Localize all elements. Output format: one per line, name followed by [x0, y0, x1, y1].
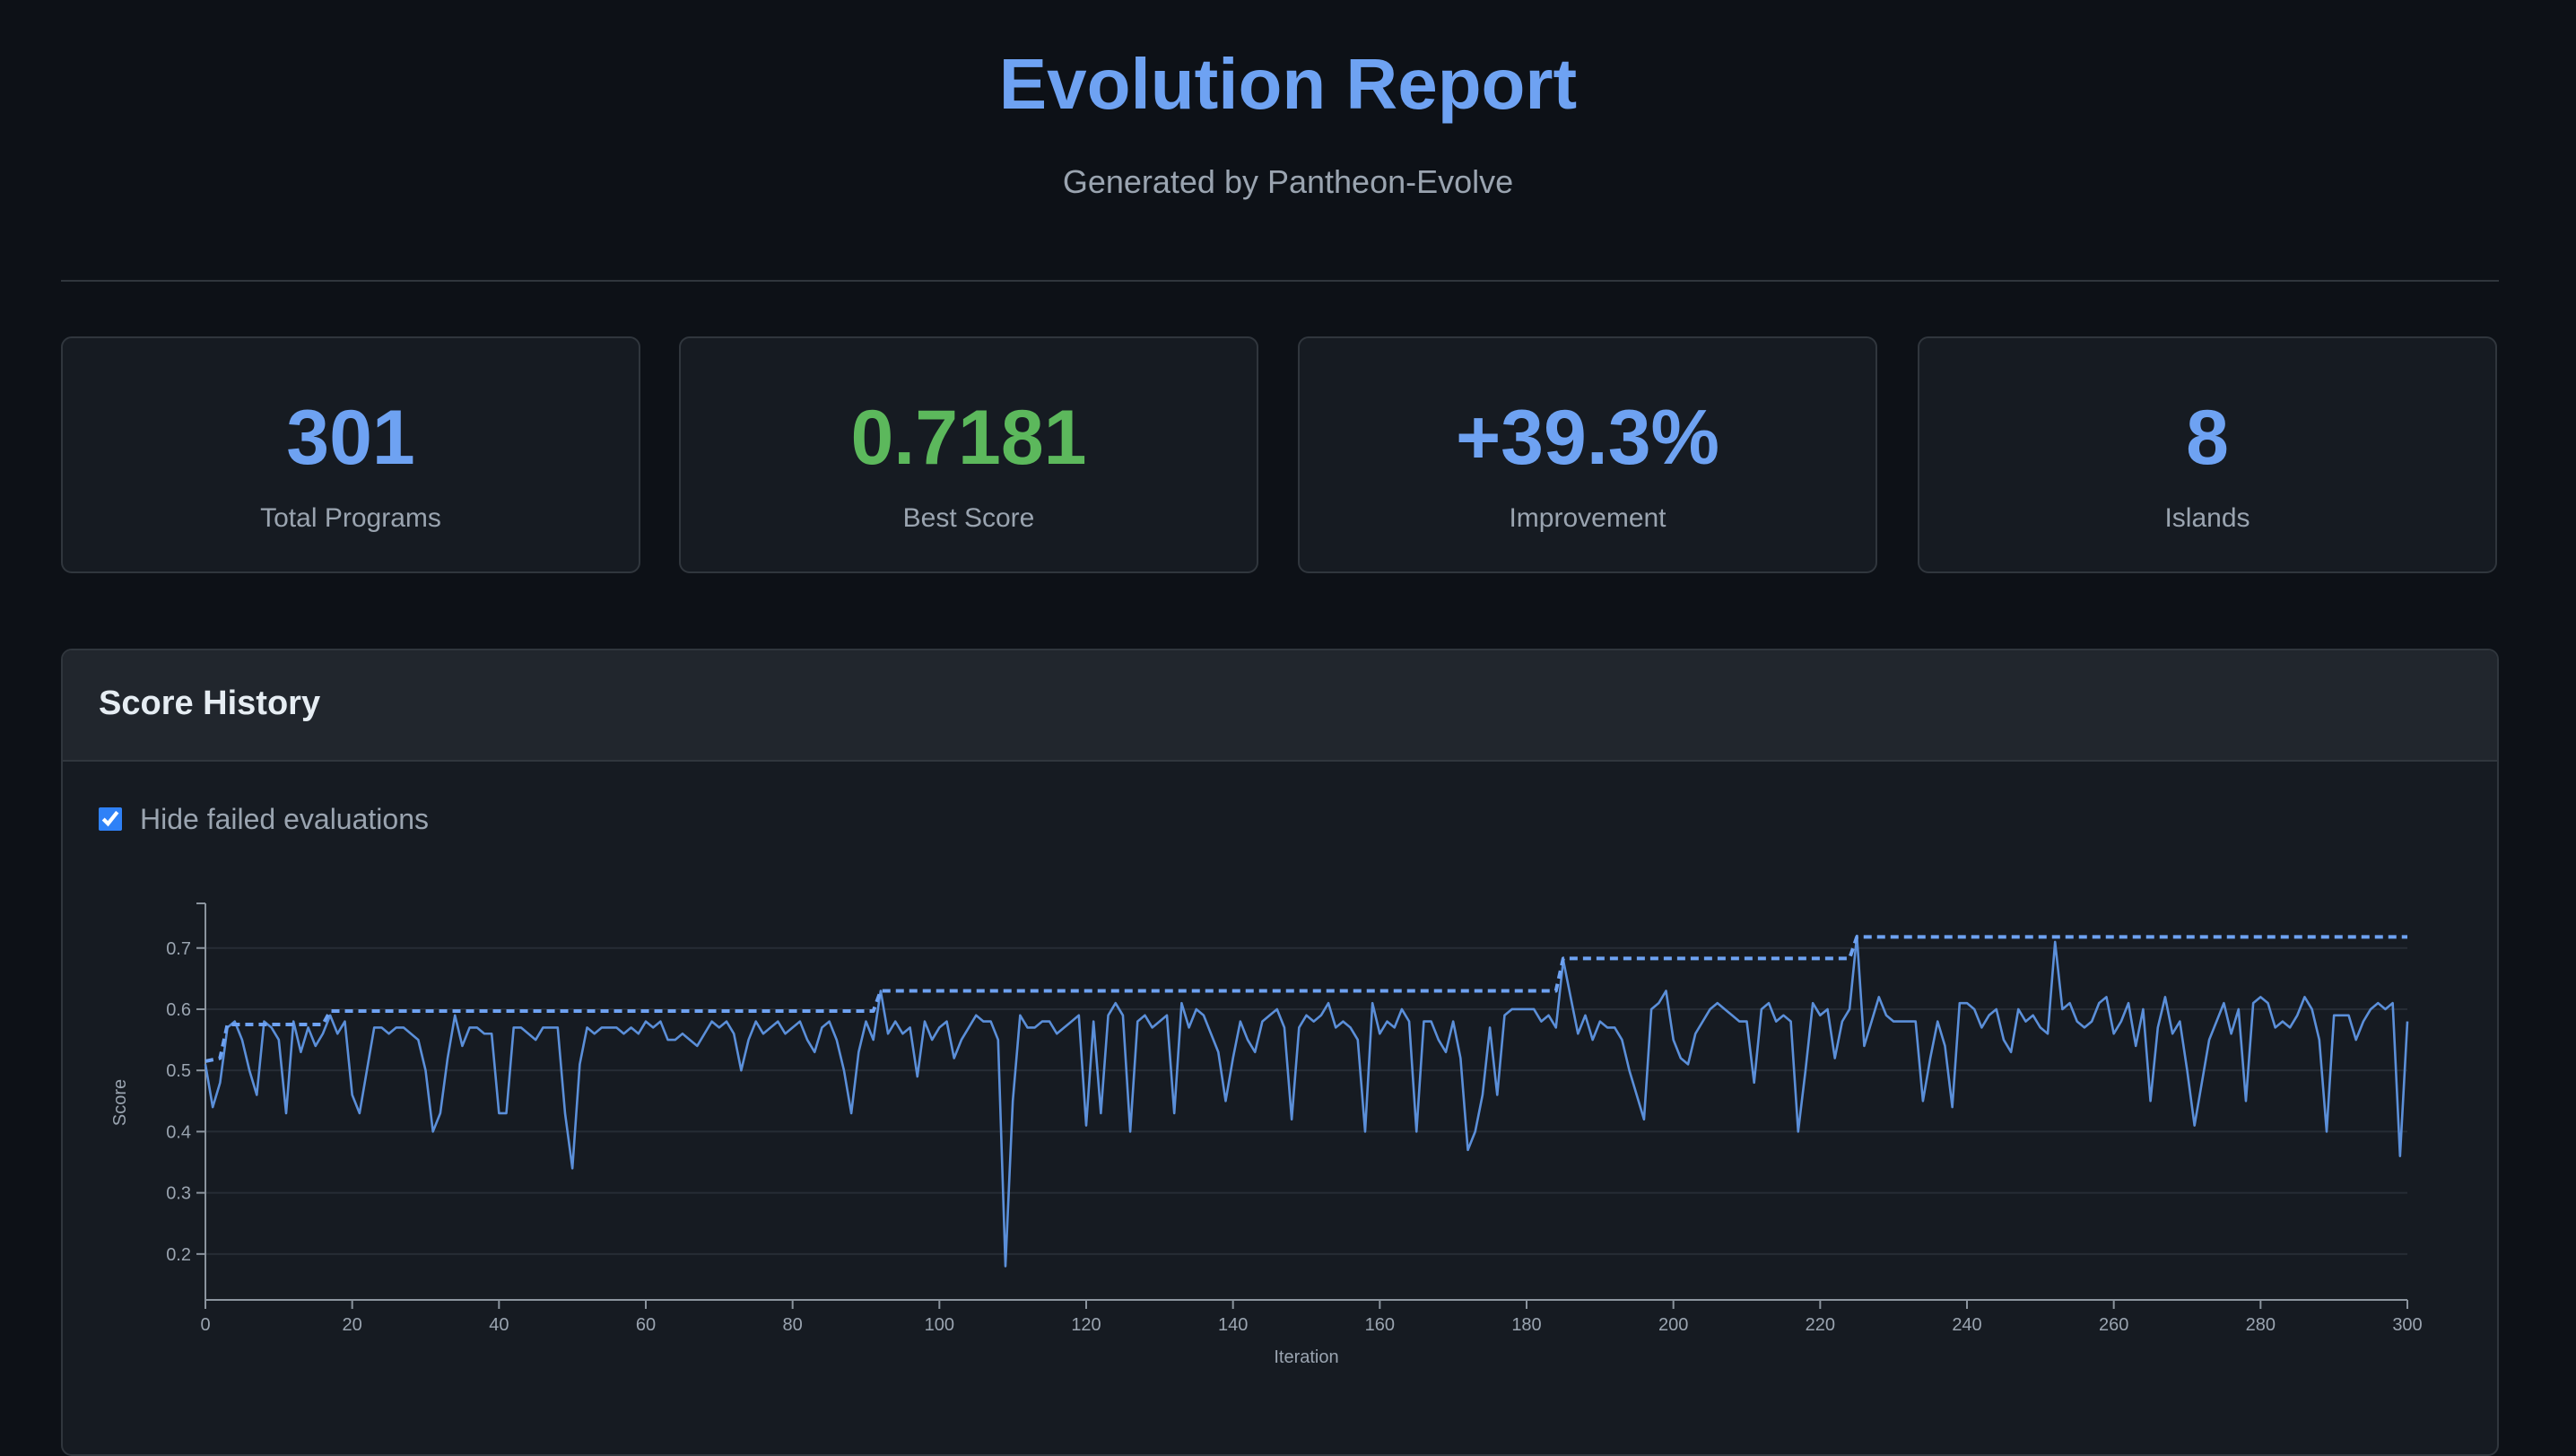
- divider: [61, 280, 2499, 282]
- x-tick-label: 240: [1952, 1315, 1981, 1335]
- x-tick-label: 140: [1218, 1315, 1248, 1335]
- x-tick-label: 120: [1071, 1315, 1101, 1335]
- stat-label: Islands: [2164, 503, 2250, 533]
- score-panel: Score History Hide failed evaluations: [61, 649, 2499, 1456]
- y-tick-label: 0.2: [166, 1245, 191, 1265]
- x-tick-label: 280: [2246, 1315, 2276, 1335]
- stat-card: 301 Total Programs: [61, 336, 640, 573]
- x-tick-label: 300: [2392, 1315, 2422, 1335]
- stat-value: 8: [2186, 395, 2229, 481]
- x-tick-label: 40: [489, 1315, 509, 1335]
- y-tick-label: 0.7: [166, 939, 191, 959]
- y-tick-label: 0.6: [166, 1000, 191, 1020]
- x-tick-label: 80: [783, 1315, 803, 1335]
- hide-failed-checkbox[interactable]: [99, 807, 122, 831]
- x-tick-label: 100: [925, 1315, 954, 1335]
- checkbox-label[interactable]: Hide failed evaluations: [140, 803, 429, 835]
- x-tick-label: 60: [636, 1315, 656, 1335]
- stat-label: Improvement: [1509, 503, 1667, 533]
- stat-value: +39.3%: [1455, 395, 1720, 481]
- panel-title: Score History: [99, 684, 321, 722]
- x-tick-label: 220: [1806, 1315, 1835, 1335]
- y-tick-label: 0.3: [166, 1184, 191, 1204]
- y-tick-label: 0.4: [166, 1122, 191, 1142]
- stat-value: 301: [286, 395, 415, 481]
- score-chart: 0.2 0.3 0.4 0.5 0.6 0.7 0 20 40 60 80 100 120 140 160 1…: [110, 902, 2423, 1367]
- score-line: [204, 934, 2409, 1268]
- stat-value: 0.7181: [850, 395, 1087, 481]
- x-axis-label: Iteration: [1274, 1347, 1338, 1367]
- x-tick-label: 160: [1365, 1315, 1395, 1335]
- stat-label: Total Programs: [260, 503, 441, 533]
- page: Evolution Report Generated by Pantheon-E…: [61, 44, 2499, 1456]
- stat-card: 8 Islands: [1918, 336, 2497, 573]
- x-tick-label: 180: [1511, 1315, 1541, 1335]
- x-tick-label: 260: [2099, 1315, 2128, 1335]
- stat-card: 0.7181 Best Score: [679, 336, 1258, 573]
- x-tick-label: 200: [1658, 1315, 1688, 1335]
- stat-label: Best Score: [902, 503, 1035, 533]
- report-subtitle: Generated by Pantheon-Evolve: [1062, 163, 1514, 200]
- panel-header: Score History: [63, 650, 2497, 762]
- y-axis-label: Score: [110, 1079, 130, 1126]
- best-score-line: [205, 935, 2407, 1063]
- y-tick-label: 0.5: [166, 1061, 191, 1081]
- report-title: Evolution Report: [998, 44, 1578, 124]
- x-tick-label: 20: [343, 1315, 362, 1335]
- stat-card: +39.3% Improvement: [1298, 336, 1877, 573]
- x-tick-label: 0: [200, 1315, 210, 1335]
